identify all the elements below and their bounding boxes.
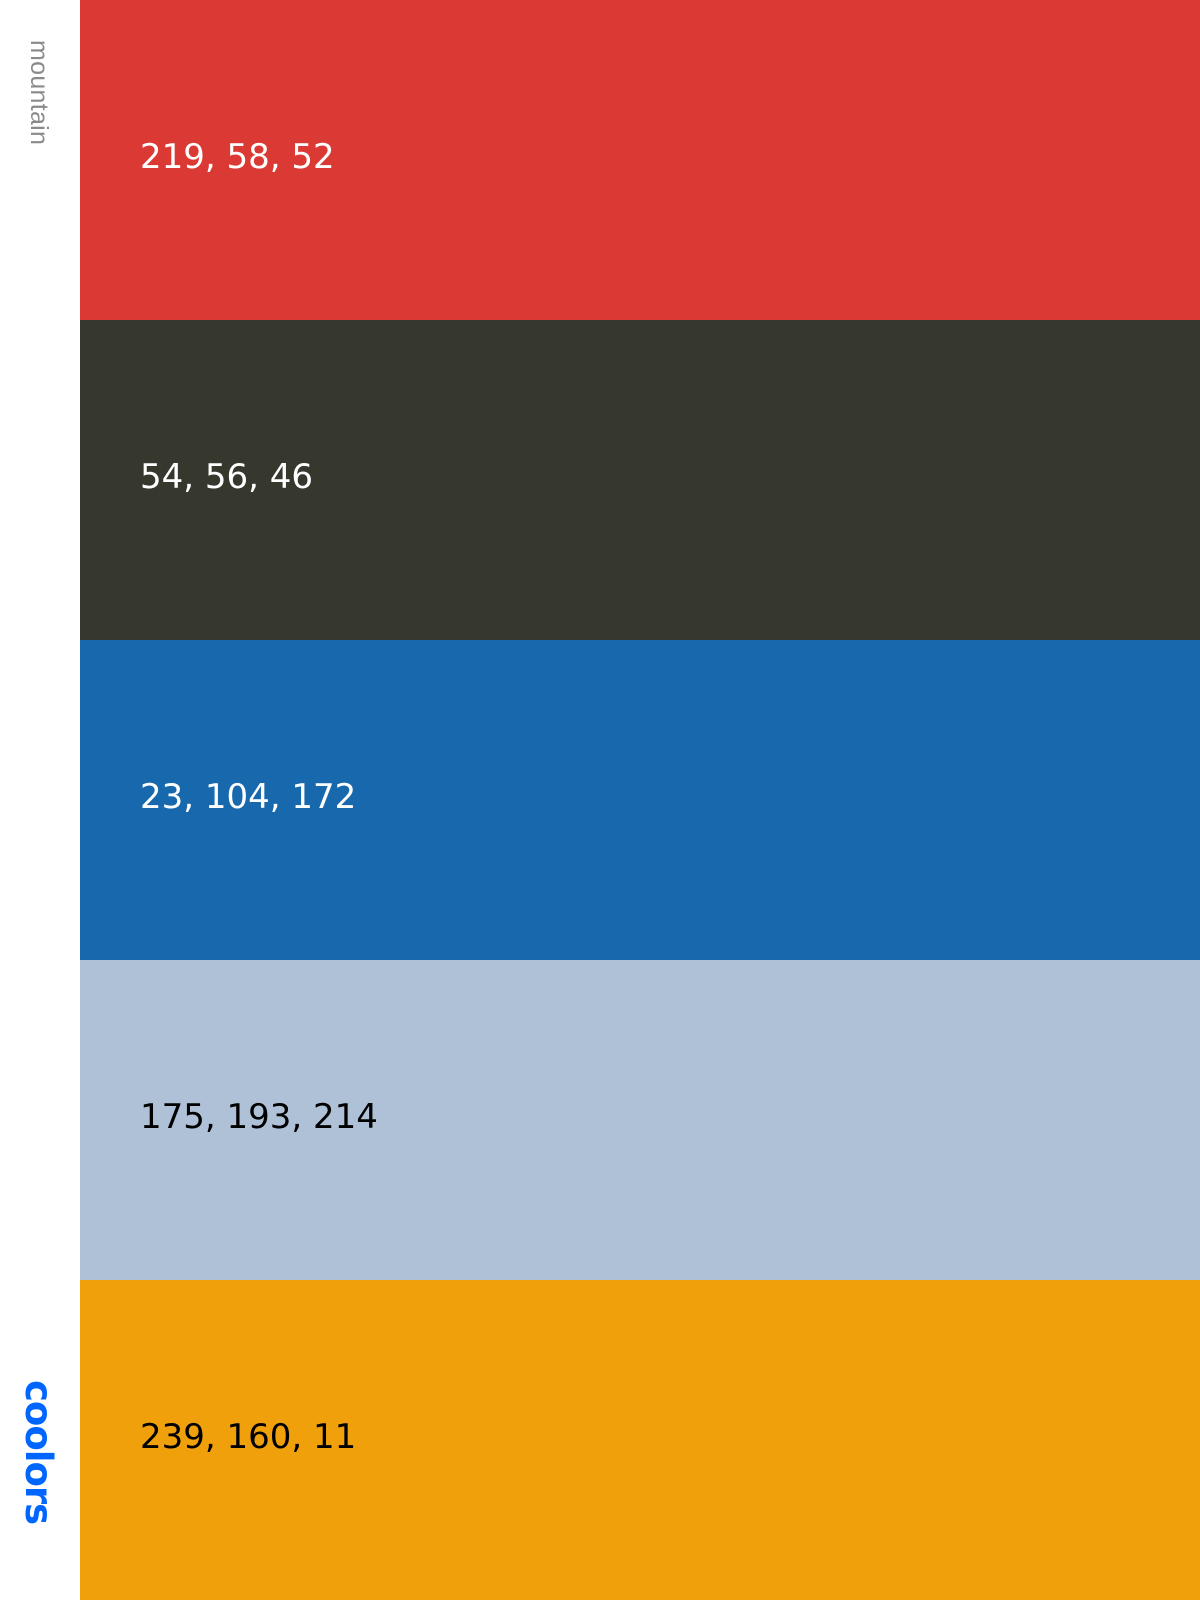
coolors-logo[interactable]: coolors — [17, 1380, 60, 1525]
rgb-value-label: 219, 58, 52 — [140, 137, 335, 177]
rgb-value-label: 54, 56, 46 — [140, 457, 314, 497]
color-swatch-2[interactable]: 54, 56, 46 — [80, 320, 1200, 640]
palette-name: mountain — [25, 40, 53, 146]
color-swatches: 219, 58, 52 54, 56, 46 23, 104, 172 175,… — [80, 0, 1200, 1600]
sidebar: mountain coolors — [0, 0, 80, 1600]
color-swatch-5[interactable]: 239, 160, 11 — [80, 1280, 1200, 1600]
color-swatch-4[interactable]: 175, 193, 214 — [80, 960, 1200, 1280]
color-swatch-1[interactable]: 219, 58, 52 — [80, 0, 1200, 320]
rgb-value-label: 175, 193, 214 — [140, 1097, 378, 1137]
color-swatch-3[interactable]: 23, 104, 172 — [80, 640, 1200, 960]
rgb-value-label: 23, 104, 172 — [140, 777, 357, 817]
rgb-value-label: 239, 160, 11 — [140, 1417, 357, 1457]
